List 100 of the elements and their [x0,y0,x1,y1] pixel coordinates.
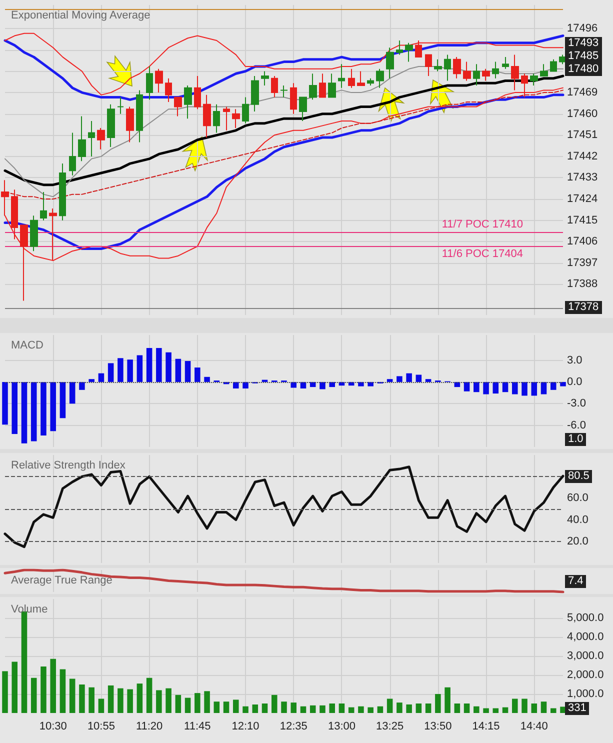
bar [386,698,393,713]
candlestick [126,106,134,143]
y-tick-label: 17469 [567,86,598,99]
bar [396,376,402,382]
y-tick-label: 17388 [567,278,598,290]
bar [531,382,538,396]
candlestick [146,66,153,100]
bar [156,690,162,713]
bar [281,702,287,713]
bar [12,382,18,434]
bar [425,379,432,382]
candlestick [328,73,336,98]
x-tick-label: 10:30 [39,720,67,732]
candlestick [40,191,47,221]
y-tick-label: 17415 [567,214,598,226]
candlestick [69,132,76,176]
x-tick-label: 13:50 [424,720,452,732]
bar [175,358,182,382]
candlestick [290,82,297,114]
bar [512,382,518,394]
text: 17485 [565,50,602,62]
candlestick [194,75,201,110]
candlestick [11,189,18,240]
candlestick [107,104,115,148]
candlestick [251,75,259,112]
candlestick [271,75,278,98]
bar [464,704,470,713]
x-tick-label: 14:40 [520,720,548,732]
bar [320,705,326,713]
bar [175,694,182,713]
chart-title: Relative Strength Index [11,460,126,472]
bar [40,666,46,713]
bar [531,704,538,713]
candlestick [540,64,548,76]
bar [233,700,239,713]
y-tick-label: 1,000.0 [567,688,604,700]
y-tick-label: 60.0 [567,492,588,504]
candlestick [30,215,38,252]
chart-title: Volume [11,604,48,616]
bar [262,704,268,713]
candlestick [511,54,519,91]
bar [136,684,143,713]
bar [310,705,316,713]
candlestick [444,54,451,82]
bar [223,702,230,713]
bar [550,708,556,713]
bar [242,706,248,713]
y-tick-label: 3.0 [567,354,582,366]
bar [146,348,152,382]
annotation: 17378 [565,301,602,314]
y-tick-label: 17433 [567,172,598,184]
bar [166,352,172,382]
bar [492,382,499,394]
bar [88,687,94,713]
bar [540,382,547,394]
x-tick-label: 14:15 [472,720,500,732]
bar [329,382,335,388]
bar [483,708,489,713]
chart-title: MACD [11,340,44,352]
bar [512,698,518,713]
bar [233,382,239,388]
bar [522,382,528,396]
text: 7.4 [565,574,586,588]
x-tick-label: 13:00 [328,720,356,732]
bar [204,376,210,382]
bar [156,348,162,382]
candlestick [396,40,403,56]
bar [194,693,200,713]
bar [320,382,326,390]
bar [474,706,480,713]
bar [166,688,172,713]
y-tick-label: -6.0 [567,419,586,432]
candlestick [415,40,422,58]
bar [396,702,402,713]
y-tick-label: 40.0 [567,514,588,526]
bar [69,382,76,404]
y-tick-label: 4,000.0 [567,631,604,643]
x-tick-label: 10:55 [87,720,115,732]
candlestick [502,56,509,70]
x-tick-label: 11:45 [184,720,211,732]
candlestick [242,96,249,124]
candlestick [453,56,461,79]
bar [184,361,191,382]
y-tick-label: -3.0 [567,398,586,410]
bar [127,689,133,713]
bar [88,379,94,382]
bar [30,678,37,713]
bar [2,671,8,713]
bar [329,704,335,713]
candlestick [223,106,230,131]
candlestick [367,78,374,86]
bar [338,704,345,713]
candlestick [136,90,143,143]
candlestick [59,163,66,221]
bar [358,706,364,713]
annotation: 80.5 [565,470,592,483]
bar [2,382,8,425]
bar [146,678,152,713]
candlestick [165,78,172,103]
chart-title: Average True Range [11,574,112,586]
